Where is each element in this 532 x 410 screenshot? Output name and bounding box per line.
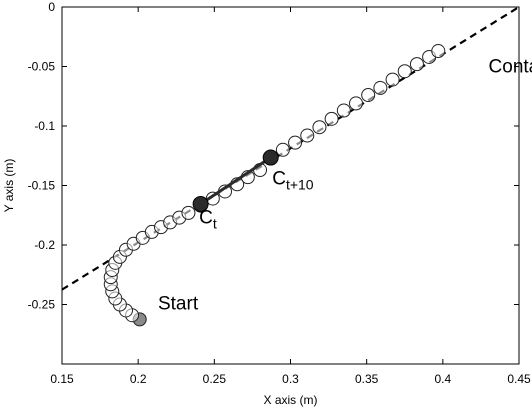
- trajectory-point: [397, 64, 412, 79]
- trajectory-point: [275, 142, 290, 157]
- y-tick-label: -0.2: [34, 238, 55, 252]
- annotation-ct-subscript: t: [213, 216, 217, 232]
- x-tick-label: 0.25: [203, 372, 227, 386]
- y-tick-label: 0: [48, 0, 55, 14]
- y-tick-label: -0.1: [34, 119, 55, 133]
- trajectory-point: [300, 128, 315, 143]
- y-tick-label: -0.15: [28, 179, 56, 193]
- annotation-contact: Contact: [489, 56, 532, 77]
- trajectory-point: [431, 44, 446, 59]
- trajectory-point: [409, 57, 424, 72]
- ct10-point: [262, 149, 279, 166]
- annotation-ct: Ct: [199, 208, 217, 232]
- annotation-ct10-letter: C: [272, 168, 286, 189]
- annotation-start: Start: [158, 293, 199, 314]
- ct-segment: [199, 156, 272, 206]
- annotation-ct10: Ct+10: [272, 168, 314, 192]
- x-axis-title: X axis (m): [264, 393, 318, 407]
- plot-area: [61, 6, 520, 365]
- trajectory-point: [385, 72, 400, 87]
- annotation-ct-letter: C: [199, 208, 213, 229]
- y-axis-title: Y axis (m): [2, 159, 16, 213]
- series-layer: [62, 7, 519, 327]
- x-tick-label: 0.45: [507, 372, 531, 386]
- trajectory-point: [361, 88, 376, 103]
- trajectory-point: [288, 135, 303, 150]
- y-axis: 0 -0.05 -0.1 -0.15 -0.2 -0.25: [28, 0, 519, 312]
- trajectory-point: [324, 111, 339, 126]
- trajectory-point: [181, 205, 196, 220]
- ct-point: [192, 195, 209, 212]
- trajectory-point: [373, 80, 388, 95]
- annotation-ct10-subscript: t+10: [286, 176, 314, 192]
- x-tick-label: 0.35: [355, 372, 379, 386]
- x-tick-label: 0.15: [50, 372, 74, 386]
- y-tick-label: -0.25: [28, 298, 56, 312]
- x-tick-label: 0.2: [130, 372, 147, 386]
- x-tick-label: 0.3: [282, 372, 299, 386]
- trajectory-point: [312, 120, 327, 135]
- trajectory-point: [336, 103, 351, 118]
- annotations: Contact Start Ct Ct+10: [158, 56, 532, 314]
- x-tick-label: 0.4: [434, 372, 451, 386]
- x-axis: 0.15 0.2 0.25 0.3 0.35 0.4 0.45: [50, 7, 531, 386]
- y-tick-label: -0.05: [28, 60, 56, 74]
- trajectory-point: [349, 96, 364, 111]
